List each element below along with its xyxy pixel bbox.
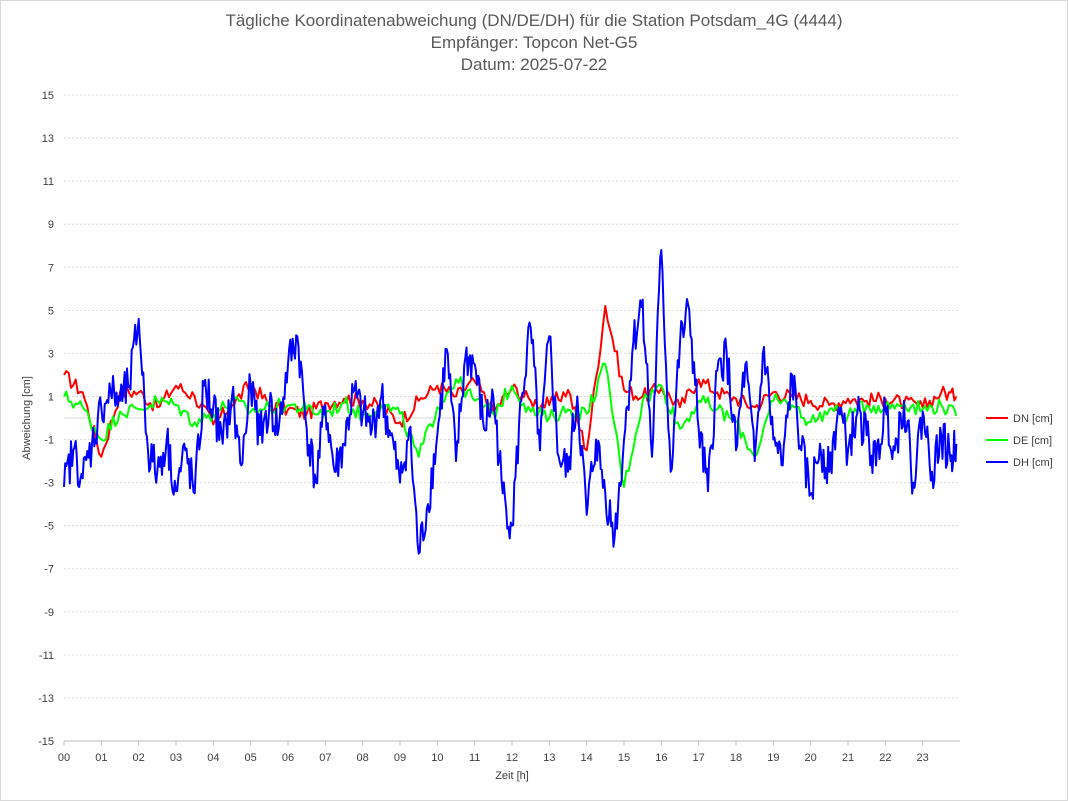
x-tick-label: 12: [506, 752, 518, 764]
y-tick-label: 11: [43, 176, 54, 188]
y-tick-label: 5: [48, 305, 54, 317]
x-tick-label: 04: [207, 752, 219, 764]
x-tick-label: 05: [245, 752, 257, 764]
chart-title-block: Tägliche Koordinatenabweichung (DN/DE/DH…: [0, 10, 1068, 76]
y-tick-label: -5: [44, 521, 54, 533]
y-tick-label: 1: [48, 391, 54, 403]
y-tick-label: -7: [44, 564, 54, 576]
x-tick-label: 22: [879, 752, 891, 764]
x-tick-label: 17: [693, 752, 705, 764]
x-tick-label: 07: [319, 752, 331, 764]
x-tick-label: 13: [543, 752, 555, 764]
x-tick-label: 10: [431, 752, 443, 764]
y-tick-label: -3: [44, 478, 54, 490]
chart-subtitle-receiver: Empfänger: Topcon Net-G5: [430, 33, 638, 52]
legend-label-dn: DN [cm]: [1013, 413, 1053, 425]
x-tick-label: 16: [655, 752, 667, 764]
y-tick-label: -15: [38, 736, 54, 748]
x-tick-label: 09: [394, 752, 406, 764]
x-tick-label: 23: [917, 752, 929, 764]
x-tick-label: 11: [469, 752, 480, 764]
x-tick-label: 02: [133, 752, 145, 764]
chart-subtitle-date: Datum: 2025-07-22: [460, 55, 608, 74]
y-tick-label: 13: [42, 133, 54, 145]
x-tick-label: 18: [730, 752, 742, 764]
y-axis-label: Abweichung [cm]: [21, 376, 33, 460]
x-tick-label: 03: [170, 752, 182, 764]
y-tick-label: 9: [48, 219, 54, 231]
y-tick-label: 7: [48, 262, 54, 274]
x-tick-label: 21: [842, 752, 854, 764]
y-tick-label: -9: [44, 607, 54, 619]
legend-label-de: DE [cm]: [1013, 435, 1052, 447]
x-tick-label: 19: [767, 752, 779, 764]
y-tick-label: -1: [44, 435, 54, 447]
chart-title: Tägliche Koordinatenabweichung (DN/DE/DH…: [225, 11, 843, 30]
legend: DN [cm] DE [cm] DH [cm]: [986, 413, 1053, 469]
legend-label-dh: DH [cm]: [1013, 457, 1053, 469]
x-tick-label: 06: [282, 752, 294, 764]
x-axis-ticks: 00 01 02 03 04 05 06 07 08 09 10 11 12 13 14 15 16 17 18 19…: [58, 741, 929, 764]
x-tick-label: 00: [58, 752, 70, 764]
y-axis-ticks: 15 13 11 9 7 5 3 1 -1 -3 -5 -7 -9 -11 -13 -15: [38, 90, 54, 748]
x-tick-label: 15: [618, 752, 630, 764]
series-line-dh: [63, 249, 958, 555]
y-tick-label: -13: [38, 693, 54, 705]
x-tick-label: 01: [95, 752, 107, 764]
series-lines: [63, 249, 958, 555]
y-tick-label: -11: [39, 650, 54, 662]
y-tick-label: 15: [42, 90, 54, 102]
x-tick-label: 08: [357, 752, 369, 764]
x-tick-label: 20: [805, 752, 817, 764]
x-tick-label: 14: [581, 752, 593, 764]
x-axis-label: Zeit [h]: [495, 770, 529, 782]
grid-lines: [64, 94, 960, 742]
y-tick-label: 3: [48, 348, 54, 360]
